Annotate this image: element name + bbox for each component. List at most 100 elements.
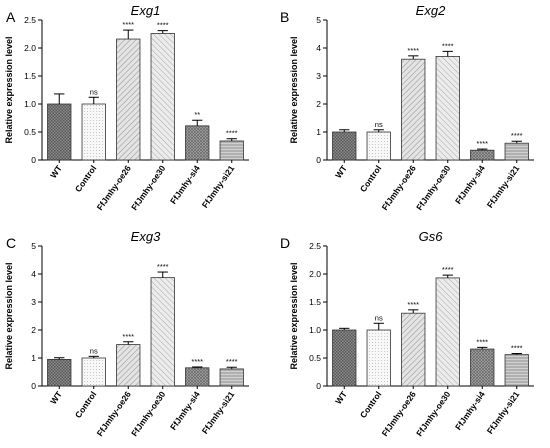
significance-label: ns [375,313,383,322]
x-tick-label: FfJmhy-oe26 [95,163,133,212]
bar [401,58,426,161]
bar [435,277,460,387]
y-tick-label: 1.0 [309,325,321,335]
bar [185,125,210,161]
y-axis-label: Relative expression level [289,36,299,143]
significance-label: ns [375,120,383,129]
bar [185,367,210,387]
chart-panel-B: B Exg2 Relative expression level 0 1 2 3 4 5 WT ns… [280,3,534,212]
significance-label: **** [407,46,419,55]
x-tick-label: FfJmhy-oe30 [414,389,452,438]
y-axis-label: Relative expression level [4,36,14,143]
chart-title: Exg1 [131,3,161,18]
y-axis-label: Relative expression level [4,262,14,369]
y-tick-label: 0 [316,381,321,391]
significance-label: **** [226,357,238,366]
chart-title: Gs6 [419,229,444,244]
x-tick-label: Control [73,163,99,193]
chart-panel-D: D Gs6 Relative expression level 0 0.5 1.0 1.5 2… [280,229,534,438]
bar [47,103,72,161]
bar [150,277,175,387]
y-tick-label: 2 [31,325,36,335]
significance-label: **** [157,21,169,30]
y-tick-label: 0 [31,381,36,391]
y-tick-label: 1.5 [309,297,321,307]
bar [470,149,495,161]
chart-panel-A: A Exg1 Relative expression level 0 0.5 1.0 1.5… [4,3,249,212]
significance-label: **** [226,129,238,138]
x-tick-label: WT [333,163,349,180]
bar [332,329,357,387]
y-tick-label: 1.0 [24,99,36,109]
x-tick-label: FfJmhy-oe26 [95,389,133,438]
x-tick-label: Control [358,389,384,419]
x-tick-label: FfJmhy-oe30 [129,389,167,438]
significance-label: **** [442,41,454,50]
significance-label: **** [511,344,523,353]
x-tick-label: WT [48,389,64,406]
y-tick-label: 3 [31,297,36,307]
panel-label: D [280,235,290,251]
panel-label: B [280,9,289,25]
x-tick-label: FfJmhy-oe30 [129,163,167,212]
y-tick-label: 0.5 [309,353,321,363]
bar [81,103,106,161]
bar [470,348,495,387]
x-tick-label: FfJmhy-si21 [485,389,522,436]
chart-title: Exg3 [131,229,161,244]
y-tick-label: 1 [316,127,321,137]
y-tick-label: 4 [316,43,321,53]
y-tick-label: 2.5 [24,15,36,25]
significance-label: **** [442,265,454,274]
y-tick-label: 1 [31,353,36,363]
bar [116,344,141,387]
y-tick-label: 2.0 [24,43,36,53]
bar [366,131,391,161]
x-tick-label: FfJmhy-si4 [168,163,202,206]
x-tick-label: FfJmhy-si21 [200,389,237,436]
y-tick-label: 0 [316,155,321,165]
y-tick-label: 5 [31,241,36,251]
x-tick-label: FfJmhy-si4 [453,163,487,206]
y-tick-label: 5 [316,15,321,25]
bar [47,358,72,387]
bar [219,368,244,387]
y-axis-label: Relative expression level [289,262,299,369]
y-tick-label: 4 [31,269,36,279]
x-tick-label: FfJmhy-si4 [453,389,487,432]
significance-label: ns [90,87,98,96]
significance-label: **** [122,332,134,341]
bar [116,38,141,161]
y-tick-label: 2 [316,99,321,109]
significance-label: ** [194,110,200,119]
x-tick-label: FfJmhy-si21 [485,163,522,210]
y-tick-label: 1.5 [24,71,36,81]
significance-label: **** [407,300,419,309]
x-tick-label: FfJmhy-oe30 [414,163,452,212]
bar [81,357,106,387]
x-tick-label: FfJmhy-oe26 [380,389,418,438]
bar [332,131,357,161]
bar [504,354,529,387]
bar [366,329,391,387]
significance-label: **** [476,139,488,148]
y-tick-label: 2.5 [309,241,321,251]
x-tick-label: Control [73,389,99,419]
significance-label: **** [476,337,488,346]
y-tick-label: 3 [316,71,321,81]
chart-title: Exg2 [416,3,446,18]
x-tick-label: FfJmhy-oe26 [380,163,418,212]
x-tick-label: Control [358,163,384,193]
panel-label: C [6,235,16,251]
significance-label: **** [191,357,203,366]
y-tick-label: 0.5 [24,127,36,137]
bar [504,142,529,161]
significance-label: **** [122,20,134,29]
y-tick-label: 2.0 [309,269,321,279]
chart-panel-C: C Exg3 Relative expression level 0 1 2 3 4 5 WT ns… [4,229,249,438]
bar [435,56,460,161]
significance-label: **** [157,262,169,271]
x-tick-label: FfJmhy-si21 [200,163,237,210]
